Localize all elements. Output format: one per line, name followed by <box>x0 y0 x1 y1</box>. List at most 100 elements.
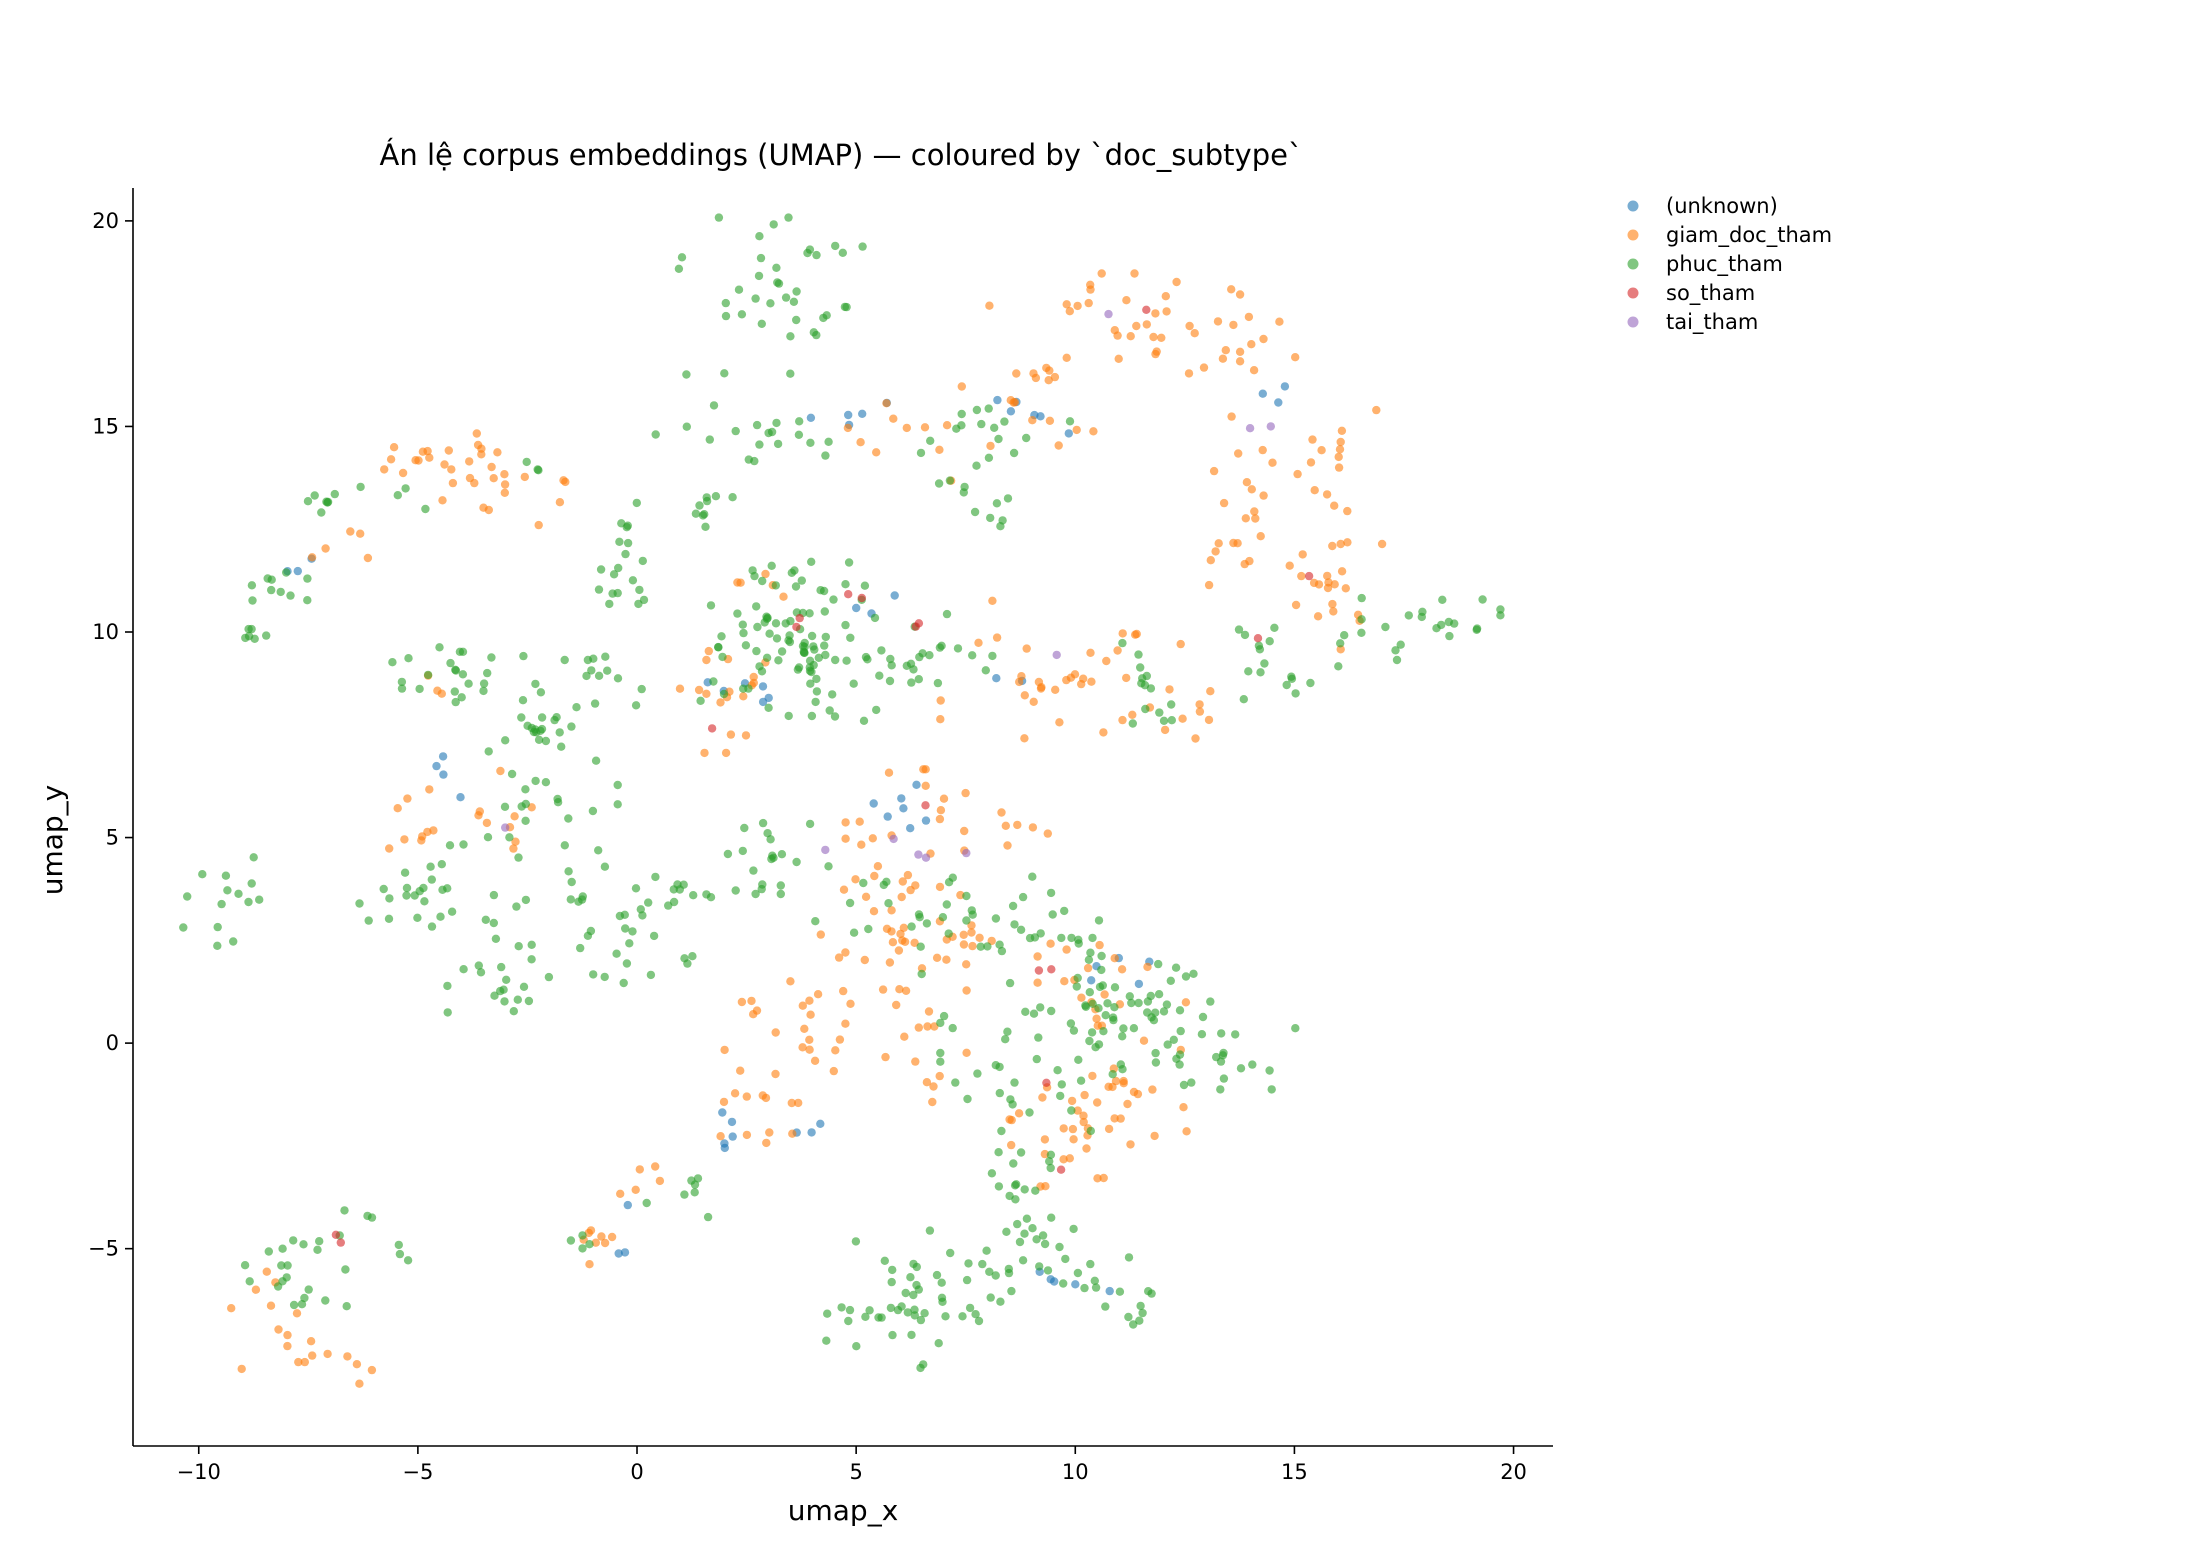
data-point-phuc_tham-16-27 <box>518 696 528 705</box>
legend-marker-3 <box>1627 287 1639 299</box>
data-point-phuc_tham-24-4 <box>223 886 232 895</box>
data-point-phuc_tham-10-1 <box>522 457 531 467</box>
data-point-phuc_tham-12-57 <box>872 705 881 715</box>
data-point-phuc_tham-34-3 <box>1022 1214 1032 1223</box>
data-point-giam_doc_tham-7-9 <box>1234 449 1243 458</box>
data-point-unknown-10-1 <box>852 603 861 613</box>
data-point-phuc_tham-2-11 <box>990 423 999 432</box>
data-point-giam_doc_tham-23-3 <box>962 1048 971 1058</box>
data-point-phuc_tham-32-5 <box>1076 1076 1086 1085</box>
data-point-phuc_tham-31-9 <box>1291 1023 1300 1033</box>
data-point-phuc_tham-33-7 <box>1020 1185 1029 1194</box>
data-point-phuc_tham-16-4 <box>560 655 569 665</box>
data-point-phuc_tham-34-9 <box>1040 1239 1050 1249</box>
data-point-phuc_tham-18-6 <box>613 780 622 790</box>
data-point-phuc_tham-12-56 <box>812 687 822 696</box>
data-point-phuc_tham-23-8 <box>500 997 509 1006</box>
data-point-unknown-4-2 <box>720 1139 729 1148</box>
data-point-unknown-7-1 <box>293 566 302 576</box>
y-tick-label-1: 0 <box>106 1031 119 1055</box>
data-point-phuc_tham-5-9 <box>596 565 606 574</box>
data-point-phuc_tham-12-37 <box>812 674 821 684</box>
legend-label-1: giam_doc_tham <box>1666 223 1832 248</box>
data-point-giam_doc_tham-24-6 <box>742 1092 751 1101</box>
data-point-giam_doc_tham-32-1 <box>308 1351 317 1360</box>
data-point-giam_doc_tham-7-4 <box>1258 445 1267 455</box>
data-point-phuc_tham-23-0 <box>443 1008 452 1017</box>
data-point-phuc_tham-0-13 <box>769 220 778 229</box>
data-point-giam_doc_tham-26-8 <box>1110 1114 1119 1123</box>
data-point-phuc_tham-27-21 <box>967 906 976 915</box>
data-point-phuc_tham-26-8 <box>845 898 855 908</box>
data-point-giam_doc_tham-23-2 <box>914 1023 923 1032</box>
data-point-giam_doc_tham-4-5 <box>1185 321 1194 331</box>
data-point-unknown-3-4 <box>899 804 908 813</box>
data-point-giam_doc_tham-24-3 <box>742 1130 752 1140</box>
data-point-so_tham-7-0 <box>1056 1165 1066 1174</box>
data-point-giam_doc_tham-28-8 <box>1069 1135 1078 1144</box>
data-point-phuc_tham-20-1 <box>481 915 490 924</box>
data-point-so_tham-2-1 <box>914 619 924 628</box>
data-point-phuc_tham-39-6 <box>1136 663 1145 672</box>
data-point-giam_doc_tham-15-8 <box>418 832 427 841</box>
data-point-giam_doc_tham-34-2 <box>352 1360 362 1369</box>
data-point-giam_doc_tham-31-4 <box>616 1189 625 1199</box>
data-point-phuc_tham-1-7 <box>682 422 691 431</box>
data-point-phuc_tham-15-3 <box>415 684 424 694</box>
data-point-phuc_tham-15-2 <box>451 697 460 707</box>
data-point-phuc_tham-32-14 <box>1025 1108 1034 1117</box>
data-point-phuc_tham-49-1 <box>403 1256 413 1265</box>
data-point-phuc_tham-29-48 <box>1151 1048 1160 1058</box>
data-point-giam_doc_tham-15-3 <box>385 844 394 853</box>
data-point-phuc_tham-7-3 <box>356 482 365 492</box>
data-point-phuc_tham-26-0 <box>864 924 873 934</box>
data-point-phuc_tham-18-20 <box>564 814 573 823</box>
data-point-phuc_tham-29-4 <box>1171 963 1181 972</box>
data-point-phuc_tham-24-3 <box>179 923 188 932</box>
data-point-tai_tham-3-0 <box>914 850 923 859</box>
data-point-phuc_tham-24-1 <box>229 937 238 946</box>
data-point-phuc_tham-2-5 <box>984 404 993 413</box>
data-point-phuc_tham-29-13 <box>1066 1019 1076 1028</box>
data-point-giam_doc_tham-11-2 <box>992 633 1002 642</box>
data-point-phuc_tham-0-30 <box>756 253 766 263</box>
data-point-phuc_tham-47-8 <box>277 1261 286 1270</box>
data-point-giam_doc_tham-13-1 <box>694 685 704 695</box>
data-point-phuc_tham-40-5 <box>1141 704 1150 714</box>
data-point-giam_doc_tham-25-12 <box>1033 978 1042 987</box>
data-point-phuc_tham-28-9 <box>1060 906 1069 916</box>
data-point-unknown-8-0 <box>456 793 465 802</box>
data-point-giam_doc_tham-32-9 <box>306 1337 316 1346</box>
data-point-giam_doc_tham-8-3 <box>1293 469 1302 479</box>
data-point-giam_doc_tham-27-5 <box>1179 1103 1188 1112</box>
data-point-giam_doc_tham-3-17 <box>1151 309 1160 318</box>
data-point-giam_doc_tham-22-11 <box>798 1043 807 1052</box>
data-point-phuc_tham-46-2 <box>585 1240 594 1249</box>
data-point-giam_doc_tham-3-11 <box>1084 298 1093 308</box>
data-point-phuc_tham-19-9 <box>355 899 364 908</box>
data-point-giam_doc_tham-13-16 <box>749 672 758 682</box>
data-point-phuc_tham-21-24 <box>514 942 523 951</box>
data-point-phuc_tham-35-23 <box>888 1330 897 1340</box>
data-point-giam_doc_tham-22-5 <box>719 1097 729 1107</box>
data-point-giam_doc_tham-11-1 <box>1029 697 1038 706</box>
data-point-phuc_tham-1-0 <box>709 401 719 410</box>
data-point-giam_doc_tham-33-2 <box>227 1304 236 1313</box>
data-point-phuc_tham-34-0 <box>1035 1262 1044 1271</box>
data-point-phuc_tham-5-7 <box>615 537 624 546</box>
y-ticks: −5 0 5 10 15 20 <box>88 209 133 1261</box>
data-point-giam_doc_tham-5-8 <box>1012 369 1021 378</box>
data-point-unknown-6-4 <box>1105 1286 1114 1296</box>
data-point-giam_doc_tham-18-4 <box>903 870 913 880</box>
data-point-giam_doc_tham-14-2 <box>761 569 770 579</box>
data-point-phuc_tham-29-14 <box>1047 1006 1056 1016</box>
data-point-phuc_tham-23-7 <box>524 996 534 1006</box>
data-point-phuc_tham-27-19 <box>884 899 893 908</box>
data-point-giam_doc_tham-11-32 <box>1055 718 1064 727</box>
data-point-phuc_tham-14-15 <box>767 561 776 570</box>
data-point-so_tham-8-0 <box>1304 571 1314 581</box>
data-point-phuc_tham-21-25 <box>625 939 634 948</box>
data-point-phuc_tham-25-7 <box>758 880 767 889</box>
data-point-giam_doc_tham-32-3 <box>283 1330 292 1340</box>
